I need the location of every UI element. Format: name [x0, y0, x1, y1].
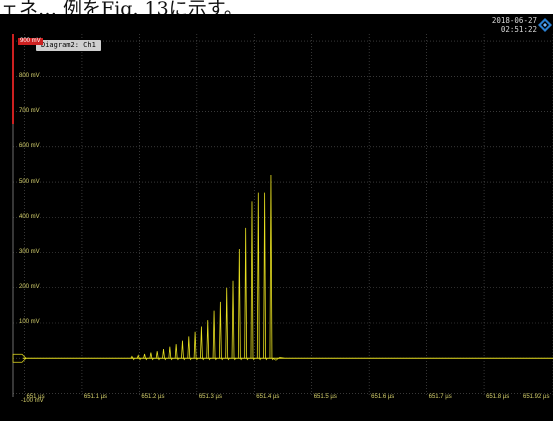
y-tick-label: 900 mV: [18, 37, 43, 45]
waveform-pulse: [155, 351, 159, 359]
x-tick-label: 651.2 µs: [141, 394, 165, 401]
channel-offset-marker-icon: [12, 353, 27, 363]
y-tick-label: 200 mV: [19, 284, 40, 291]
x-tick-label: 651.6 µs: [371, 394, 395, 401]
x-tick-label: 651.5 µs: [313, 394, 337, 401]
waveform-ringing: [195, 358, 198, 361]
waveform-pulse: [269, 174, 273, 359]
waveform-ringing: [233, 358, 236, 361]
rs-diamond-logo-icon: [538, 18, 552, 32]
x-tick-label: 651.4 µs: [256, 394, 280, 401]
waveform-ringing: [265, 358, 268, 361]
waveform-pulse: [250, 201, 254, 359]
waveform-pulse: [187, 336, 191, 359]
x-tick-label: 651.3 µs: [198, 394, 222, 401]
waveform-ringing: [132, 358, 135, 361]
y-tick-label: 100 mV: [19, 319, 40, 326]
waveform-ringing: [170, 358, 173, 361]
waveform-pulse: [206, 320, 210, 359]
waveform-pulse: [193, 331, 197, 359]
waveform-pulse: [168, 346, 172, 359]
x-tick-label: 651.7 µs: [428, 394, 452, 401]
datetime-readout: 2018-06-27 02:51:22: [492, 16, 537, 34]
waveform-pulse: [143, 353, 146, 359]
waveform-ringing: [151, 358, 154, 361]
waveform-ringing: [221, 358, 224, 361]
waveform-pulse: [162, 349, 165, 359]
waveform-pulse: [231, 280, 235, 359]
date-text: 2018-06-27: [491, 16, 537, 25]
document-caption: ェネ… 例をFig. 13に示す。: [0, 0, 243, 18]
y-tick-label: 600 mV: [19, 143, 40, 150]
waveform-ringing: [164, 358, 167, 361]
waveform-ringing: [189, 358, 192, 361]
waveform-pulse: [225, 287, 229, 359]
waveform-pulse: [218, 301, 222, 359]
waveform-ringing: [208, 358, 211, 361]
waveform-pulse: [174, 344, 178, 359]
waveform-pulse: [244, 227, 248, 359]
time-text: 02:51:22: [500, 25, 537, 34]
waveform-plot: [12, 34, 553, 397]
y-tick-label: 400 mV: [19, 213, 40, 220]
waveform-ringing: [259, 358, 262, 361]
waveform-pulse: [200, 326, 203, 359]
waveform-ringing: [214, 358, 217, 361]
y-tick-label: 700 mV: [19, 108, 40, 115]
waveform-tail: [272, 356, 285, 361]
waveform-pulse: [237, 248, 241, 359]
waveform-ringing: [252, 358, 255, 361]
waveform-ringing: [246, 358, 249, 361]
waveform-pulse: [149, 352, 153, 359]
waveform-pulse: [212, 310, 216, 359]
waveform-pulse: [256, 192, 260, 359]
y-tick-label: 300 mV: [19, 249, 40, 255]
waveform-ringing: [138, 358, 142, 361]
x-tick-label: 651 µs: [26, 394, 45, 401]
waveform-pulse: [181, 340, 184, 359]
waveform-ringing: [240, 358, 243, 361]
y-tick-label: 500 mV: [19, 178, 40, 185]
waveform-ringing: [202, 358, 205, 361]
x-tick-label: 651.92 µs: [523, 394, 550, 401]
waveform-ringing: [227, 358, 230, 361]
y-tick-label: 800 mV: [19, 72, 40, 79]
waveform-ringing: [183, 358, 186, 361]
y-tick-label: -100 mV: [21, 398, 44, 405]
waveform-pulse: [130, 355, 134, 359]
waveform-ringing: [145, 358, 148, 361]
diagram-tab[interactable]: Diagram2: Ch1: [36, 40, 101, 51]
x-tick-label: 651.1 µs: [83, 394, 108, 401]
waveform-ringing: [176, 358, 180, 361]
oscilloscope-screen: Diagram2: Ch1 2018-06-27 02:51:22 900 mV…: [0, 14, 553, 421]
waveform-pulse: [136, 354, 140, 359]
x-tick-label: 651.8 µs: [486, 394, 510, 401]
waveform-ringing: [157, 358, 161, 361]
waveform-pulse: [263, 192, 267, 359]
